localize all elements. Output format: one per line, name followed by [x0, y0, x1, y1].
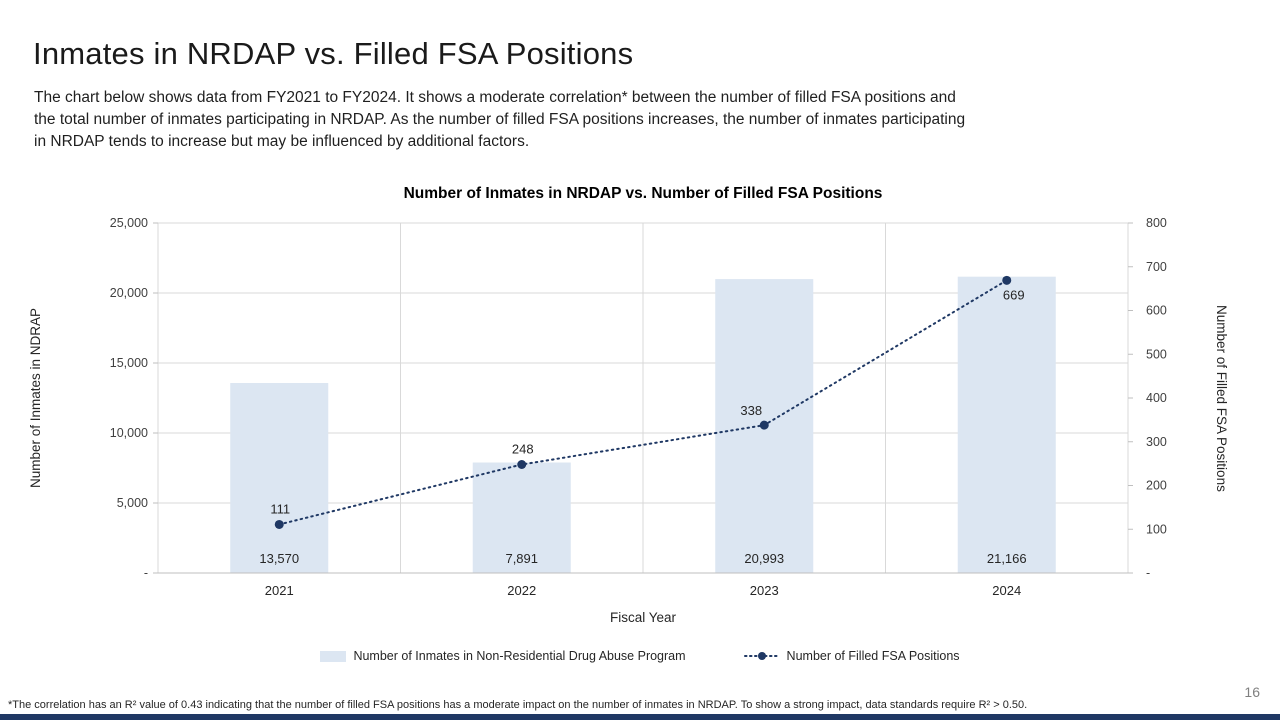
bar [957, 276, 1056, 573]
line-point-marker [759, 420, 769, 430]
right-axis-tick-label: 700 [1146, 260, 1167, 274]
right-axis-tick-label: 300 [1146, 435, 1167, 449]
bar-value-label: 13,570 [259, 551, 299, 566]
chart-title: Number of Inmates in NRDAP vs. Number of… [403, 185, 883, 202]
bar [230, 383, 329, 573]
right-axis-tick-label: 200 [1146, 479, 1167, 493]
x-tick-label: 2021 [265, 583, 294, 598]
left-axis-tick-label: 5,000 [117, 496, 148, 510]
page-number: 16 [1244, 684, 1260, 700]
legend-item-line-series: Number of Filled FSA Positions [743, 649, 960, 663]
line-series-marker-icon [743, 652, 780, 660]
bar-value-label: 20,993 [744, 551, 784, 566]
footnote: *The correlation has an R² value of 0.43… [8, 699, 1028, 711]
left-axis-tick-label: 10,000 [110, 426, 148, 440]
bar-value-label: 21,166 [987, 551, 1027, 566]
right-axis-title: Number of Filled FSA Positions [1214, 304, 1229, 492]
legend-label-bar-series: Number of Inmates in Non-Residential Dru… [353, 649, 686, 663]
x-tick-label: 2023 [750, 583, 779, 598]
right-axis-tick-label: 400 [1146, 391, 1167, 405]
x-tick-label: 2022 [507, 583, 536, 598]
point-value-label: 248 [512, 442, 534, 457]
line-point-marker [274, 519, 284, 529]
bar-series-swatch-icon [320, 650, 347, 662]
point-value-label: 111 [270, 501, 290, 516]
slide-description: The chart below shows data from FY2021 t… [34, 89, 966, 150]
line-point-marker [1002, 275, 1012, 285]
chart-legend: Number of Inmates in Non-Residential Dru… [0, 649, 1280, 663]
point-value-label: 669 [1003, 287, 1025, 302]
right-axis-tick-label: 800 [1146, 216, 1167, 230]
bar-value-label: 7,891 [505, 551, 538, 566]
bar [472, 462, 571, 573]
point-value-label: 338 [740, 403, 762, 418]
right-axis-tick-label: 500 [1146, 347, 1167, 361]
legend-dot [757, 652, 766, 660]
x-tick-label: 2024 [992, 583, 1021, 598]
left-axis-tick-label: 15,000 [110, 356, 148, 370]
line-point-marker [517, 460, 527, 469]
legend-item-bar-series: Number of Inmates in Non-Residential Dru… [320, 649, 686, 663]
right-axis-tick-label: 600 [1146, 304, 1167, 318]
page-title: Inmates in NRDAP vs. Filled FSA Position… [33, 36, 634, 71]
left-axis-tick-label: - [144, 566, 148, 580]
right-axis-tick-label: - [1146, 566, 1150, 580]
left-axis-tick-label: 20,000 [110, 286, 148, 300]
legend-label-line-series: Number of Filled FSA Positions [786, 649, 960, 663]
bottom-accent-bar [0, 714, 1280, 720]
x-axis-title: Fiscal Year [609, 610, 677, 625]
right-axis-tick-label: 100 [1146, 522, 1167, 536]
left-axis-tick-label: 25,000 [110, 216, 148, 230]
